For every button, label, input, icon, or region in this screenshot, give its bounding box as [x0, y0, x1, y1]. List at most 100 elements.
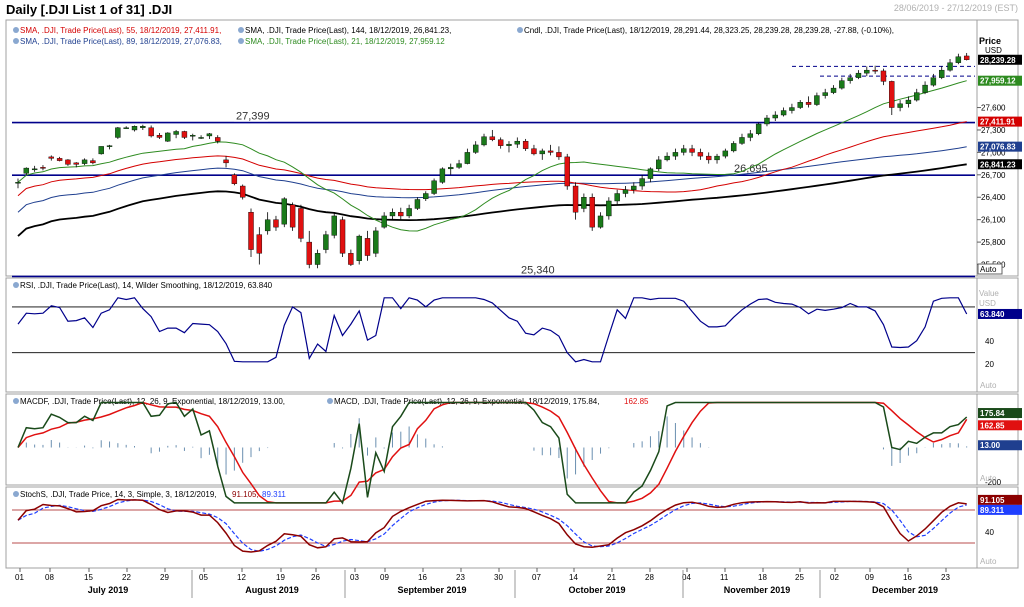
- candle-body: [223, 159, 229, 164]
- x-tick-label: 18: [758, 573, 767, 582]
- candle-body: [140, 126, 146, 128]
- candle-body: [414, 199, 421, 209]
- x-tick-label: 19: [276, 573, 285, 582]
- stoch-k-line: [17, 498, 967, 553]
- candle-body: [506, 143, 512, 146]
- price-tag-label: 27,959.12: [980, 77, 1016, 86]
- candle-body: [156, 134, 163, 138]
- candle-body: [40, 167, 46, 169]
- panel-border-rsi: [5, 277, 1019, 393]
- stoch-tag-bg: [978, 494, 1022, 505]
- rsi-legend: RSI, .DJI, Trade Price(Last), 14, Wilder…: [20, 281, 273, 290]
- candle-body: [963, 55, 970, 60]
- x-tick-label: 16: [418, 573, 427, 582]
- legend-entry: SMA, .DJI, Trade Price(Last), 89, 18/12/…: [20, 37, 222, 46]
- rsi-line: [17, 297, 968, 363]
- candle-body: [165, 132, 171, 142]
- rsi-legend-icon: [13, 282, 19, 288]
- candle-body: [373, 230, 379, 254]
- rsi-tick-label: 40: [985, 337, 994, 346]
- legend-entry: SMA, .DJI, Trade Price(Last), 55, 18/12/…: [20, 26, 221, 35]
- candle-body: [90, 160, 96, 164]
- x-month-label: September 2019: [397, 585, 466, 595]
- candle-body: [148, 127, 154, 137]
- candle-body: [772, 114, 778, 119]
- candle-body: [131, 126, 138, 131]
- legend-entry: SMA, .DJI, Trade Price(Last), 21, 18/12/…: [245, 37, 445, 46]
- x-tick-label: 15: [84, 573, 93, 582]
- macd-legend2-value: 162.85: [624, 397, 649, 406]
- candle-body: [472, 144, 479, 153]
- candle-body: [522, 140, 529, 149]
- x-tick-label: 03: [350, 573, 359, 582]
- candle-body: [672, 152, 679, 157]
- date-range: 28/06/2019 - 27/12/2019 (EST): [893, 3, 1018, 13]
- sma-144-line: [17, 163, 967, 237]
- x-tick-label: 25: [795, 573, 804, 582]
- macd-tag-bg: [978, 440, 1022, 451]
- macd-legend-icon: [13, 398, 19, 404]
- candle-body: [314, 253, 321, 265]
- candle-body: [339, 219, 346, 254]
- legend-entry: SMA, .DJI, Trade Price(Last), 144, 18/12…: [245, 26, 451, 35]
- candle-body: [706, 155, 712, 161]
- rsi-axis-unit: USD: [979, 299, 996, 308]
- candle-body: [48, 156, 54, 159]
- candle-body: [589, 197, 595, 228]
- candle-body: [531, 148, 537, 155]
- candle-body: [639, 178, 645, 187]
- x-tick-label: 30: [494, 573, 503, 582]
- x-month-label: November 2019: [724, 585, 791, 595]
- price-tag-label: 28,239.28: [980, 56, 1016, 65]
- candle-body: [298, 208, 304, 239]
- candle-body: [98, 146, 104, 155]
- candle-body: [215, 137, 221, 142]
- candle-body: [73, 162, 79, 165]
- stoch-tag-label: 91.105: [980, 496, 1005, 505]
- candle-body: [830, 87, 837, 93]
- x-tick-label: 02: [830, 573, 839, 582]
- candle-body: [714, 155, 720, 161]
- candle-body: [864, 69, 870, 74]
- candle-body: [381, 215, 387, 228]
- candle-body: [389, 211, 396, 217]
- candle-body: [880, 70, 887, 82]
- support-label-bg: [234, 111, 268, 122]
- candle-body: [398, 211, 404, 217]
- price-tick-label: 27,600: [981, 104, 1006, 113]
- candle-body: [264, 219, 271, 232]
- candle-body: [481, 136, 487, 146]
- candle-body: [722, 150, 729, 157]
- candle-body: [697, 152, 704, 157]
- x-month-label: December 2019: [872, 585, 938, 595]
- auto-button-bg: [977, 263, 1003, 275]
- candle-body: [431, 180, 437, 194]
- legend-entry: Cndl, .DJI, Trade Price(Last), 18/12/201…: [524, 26, 894, 35]
- candle-body: [56, 158, 63, 161]
- candle-body: [681, 148, 687, 153]
- x-tick-label: 22: [122, 573, 131, 582]
- x-tick-label: 05: [199, 573, 208, 582]
- candle-body: [789, 107, 795, 111]
- rsi-current-value: 63.840: [980, 310, 1005, 319]
- x-tick-label: 04: [682, 573, 691, 582]
- candle-body: [564, 156, 570, 187]
- candle-body: [780, 110, 787, 116]
- support-label: 27,399: [236, 111, 270, 123]
- candle-body: [489, 136, 496, 140]
- candle-body: [106, 145, 113, 147]
- auto-button-price: Auto: [980, 265, 997, 274]
- candle-body: [31, 168, 38, 171]
- x-tick-label: 09: [380, 573, 389, 582]
- price-tick-label: 27,000: [981, 148, 1006, 157]
- x-month-label: October 2019: [568, 585, 625, 595]
- x-tick-label: 11: [720, 573, 729, 582]
- auto-button-stoch: Auto: [980, 557, 997, 566]
- x-tick-label: 23: [456, 573, 465, 582]
- price-tick-label: 26,400: [981, 193, 1006, 202]
- x-month-label: August 2019: [245, 585, 299, 595]
- candle-body: [356, 235, 362, 261]
- stoch-legend-icon: [13, 491, 19, 497]
